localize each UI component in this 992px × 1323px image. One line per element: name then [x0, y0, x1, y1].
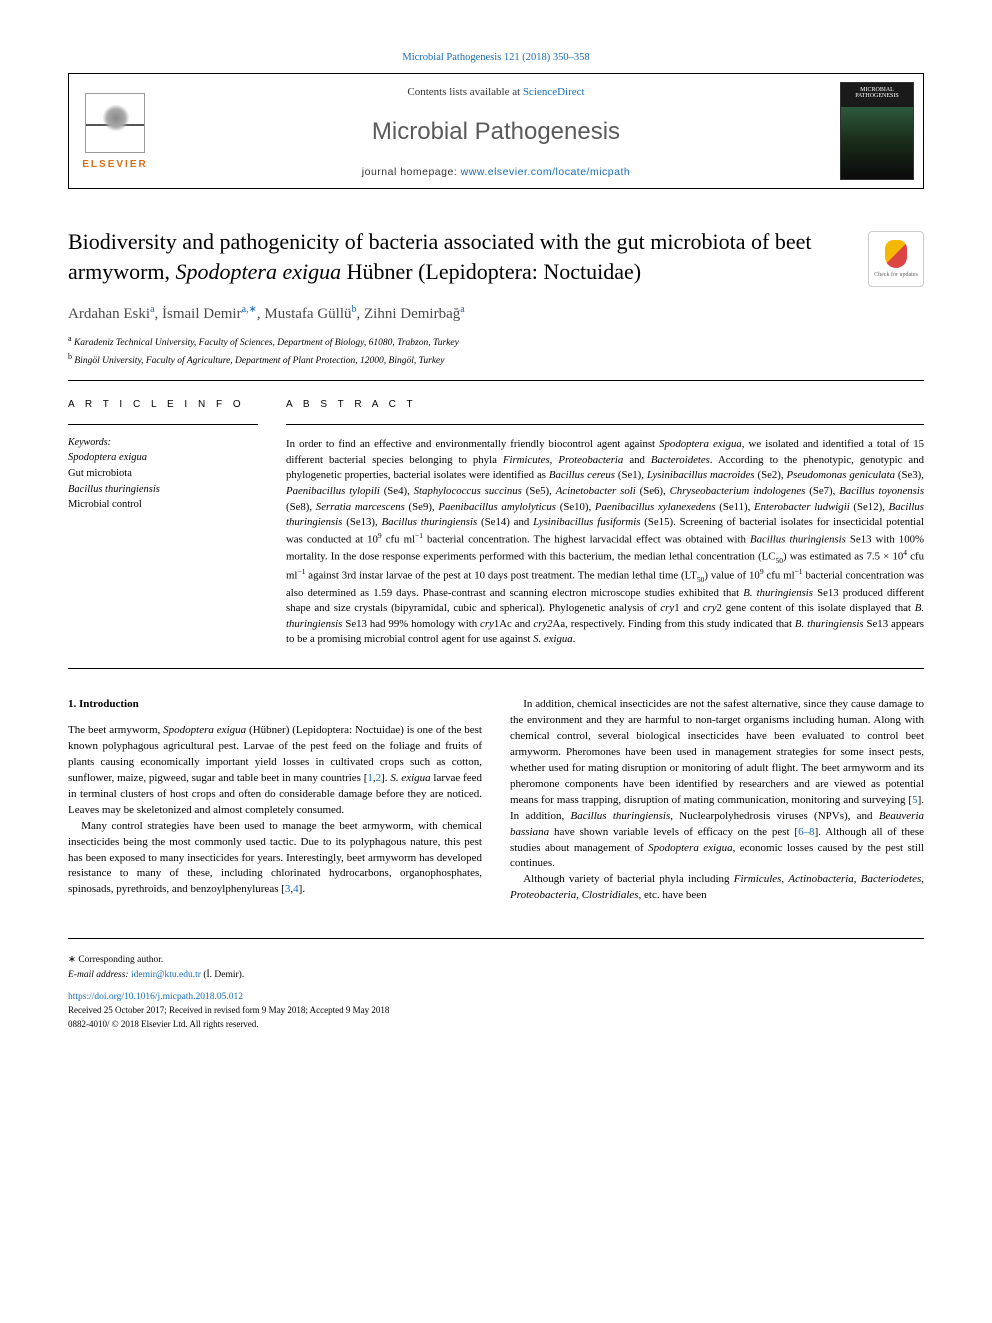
abstract-text: In order to find an effective and enviro…: [286, 437, 924, 648]
email-link[interactable]: idemir@ktu.edu.tr: [131, 970, 201, 980]
author: Ardahan Eskia: [68, 306, 155, 322]
contents-lists-line: Contents lists available at ScienceDirec…: [407, 86, 584, 98]
footer: ∗ Corresponding author. E-mail address: …: [68, 938, 924, 1031]
keyword: Microbial control: [68, 497, 258, 513]
journal-cover-icon: MICROBIAL PATHOGENESIS: [840, 82, 914, 180]
rule: [68, 424, 258, 425]
publisher-name: ELSEVIER: [82, 159, 147, 170]
header-center: Contents lists available at ScienceDirec…: [161, 74, 831, 188]
rule: [68, 380, 924, 381]
check-updates-badge[interactable]: Check for updates: [868, 231, 924, 287]
affiliation: b Bingöl University, Faculty of Agricult…: [68, 351, 924, 368]
journal-name: Microbial Pathogenesis: [372, 118, 620, 146]
keywords-list: Spodoptera exigua Gut microbiota Bacillu…: [68, 450, 258, 513]
author: Mustafa Güllüb: [264, 306, 356, 322]
author: İsmail Demira,∗: [162, 306, 257, 322]
doi-line: https://doi.org/10.1016/j.micpath.2018.0…: [68, 990, 924, 1004]
article-title: Biodiversity and pathogenicity of bacter…: [68, 227, 924, 286]
keyword: Gut microbiota: [68, 466, 258, 482]
received-dates: Received 25 October 2017; Received in re…: [68, 1004, 924, 1018]
rule: [68, 668, 924, 669]
homepage-line: journal homepage: www.elsevier.com/locat…: [362, 166, 630, 178]
author: Zihni Demirbağa: [364, 306, 465, 322]
sciencedirect-link[interactable]: ScienceDirect: [523, 86, 585, 98]
journal-citation[interactable]: Microbial Pathogenesis 121 (2018) 350–35…: [68, 52, 924, 63]
keyword: Spodoptera exigua: [68, 450, 258, 466]
author-list: Ardahan Eskia, İsmail Demira,∗, Mustafa …: [68, 304, 924, 323]
body-paragraph: The beet armyworm, Spodoptera exigua (Hü…: [68, 723, 482, 819]
body-paragraph: Many control strategies have been used t…: [68, 819, 482, 899]
body-paragraph: Although variety of bacterial phyla incl…: [510, 872, 924, 904]
homepage-link[interactable]: www.elsevier.com/locate/micpath: [461, 166, 631, 178]
affiliations: a Karadeniz Technical University, Facult…: [68, 333, 924, 368]
publisher-logo: ELSEVIER: [69, 74, 161, 188]
doi-link[interactable]: https://doi.org/10.1016/j.micpath.2018.0…: [68, 992, 243, 1002]
abstract-column: A B S T R A C T In order to find an effe…: [286, 399, 924, 648]
keywords-heading: Keywords:: [68, 437, 258, 448]
journal-header: ELSEVIER Contents lists available at Sci…: [68, 73, 924, 189]
article-info-column: A R T I C L E I N F O Keywords: Spodopte…: [68, 399, 258, 513]
section-heading: 1. Introduction: [68, 697, 482, 713]
elsevier-tree-icon: [85, 93, 145, 153]
corresponding-author-footnote: ∗ Corresponding author. E-mail address: …: [68, 953, 924, 982]
copyright: 0882-4010/ © 2018 Elsevier Ltd. All righ…: [68, 1018, 924, 1032]
abstract-heading: A B S T R A C T: [286, 399, 924, 410]
article-info-heading: A R T I C L E I N F O: [68, 399, 258, 410]
body-text: 1. Introduction The beet armyworm, Spodo…: [68, 697, 924, 904]
journal-cover-logo: MICROBIAL PATHOGENESIS: [831, 74, 923, 188]
rule: [286, 424, 924, 425]
body-paragraph: In addition, chemical insecticides are n…: [510, 697, 924, 872]
keyword: Bacillus thuringiensis: [68, 482, 258, 498]
affiliation: a Karadeniz Technical University, Facult…: [68, 333, 924, 350]
